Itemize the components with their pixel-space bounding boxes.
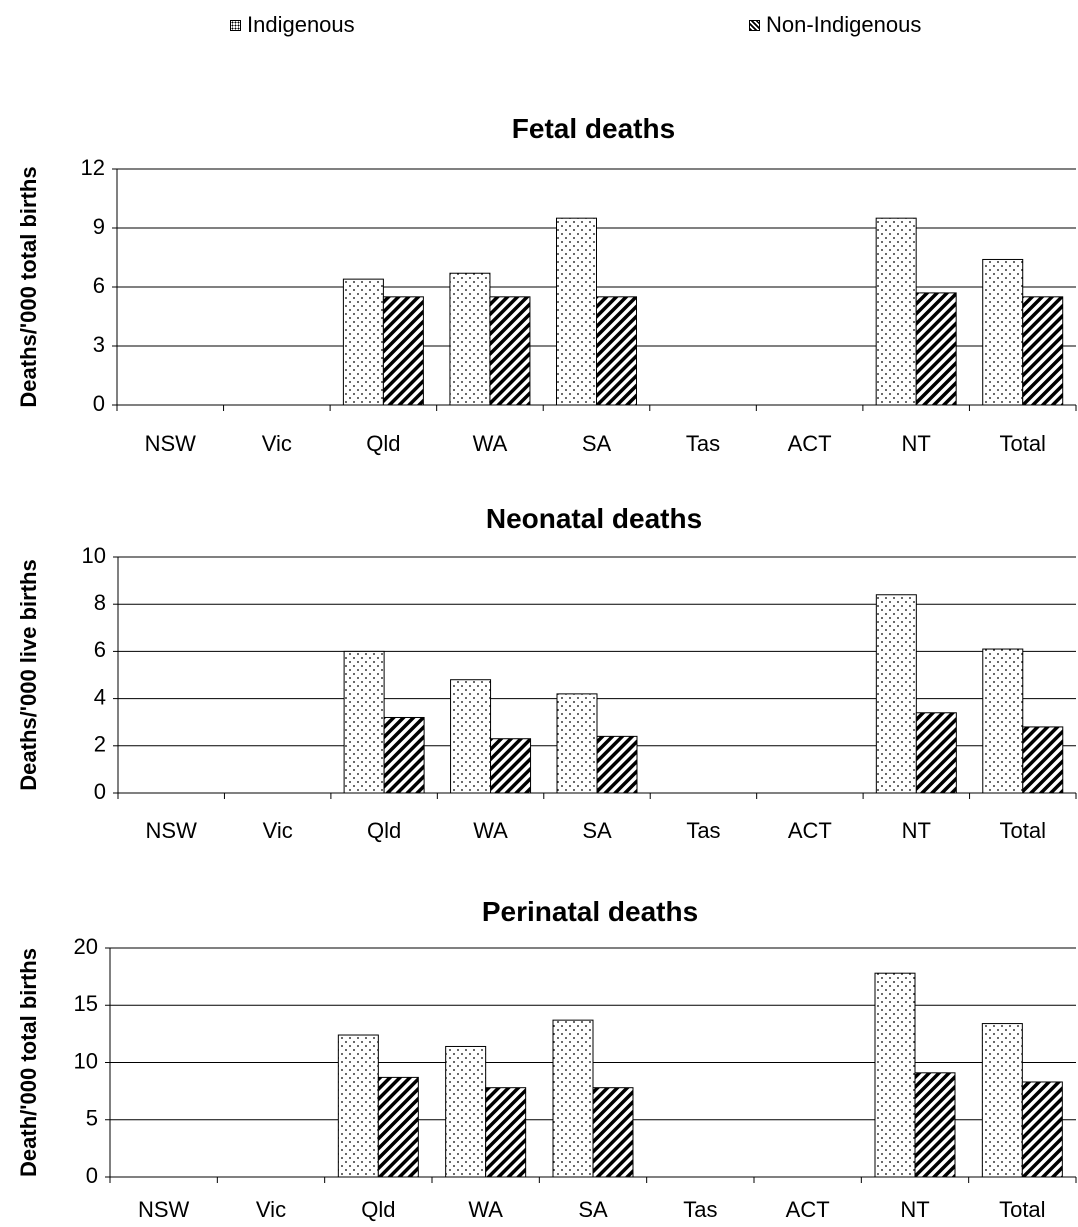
y-axis-label: Death/'000 total births bbox=[16, 948, 41, 1177]
bar-indigenous-qld bbox=[342, 278, 384, 406]
category-label: Vic bbox=[262, 431, 292, 456]
bar-non-indigenous-sa bbox=[592, 1087, 634, 1178]
category-label: ACT bbox=[788, 818, 832, 843]
bar-non-indigenous-qld bbox=[382, 296, 424, 406]
category-label: NSW bbox=[145, 431, 197, 456]
bar-indigenous-total bbox=[981, 1023, 1023, 1178]
bar-indigenous-qld bbox=[343, 650, 385, 794]
bar-indigenous-sa bbox=[552, 1019, 594, 1178]
bar-indigenous-total bbox=[982, 648, 1024, 794]
legend-swatch-dots bbox=[230, 19, 241, 31]
bar-non-indigenous-total bbox=[1021, 1081, 1063, 1178]
bar-indigenous-wa bbox=[450, 679, 492, 794]
category-label: ACT bbox=[786, 1197, 830, 1222]
y-tick-label: 15 bbox=[74, 991, 98, 1016]
chart-2: Perinatal deaths Death/'000 total births 0… bbox=[16, 896, 1077, 1222]
bar-indigenous-nt bbox=[875, 594, 917, 794]
category-label: NT bbox=[900, 1197, 929, 1222]
y-tick-label: 2 bbox=[94, 732, 106, 757]
chart-0: Fetal deaths Deaths/'000 total births 0 3 6 9… bbox=[16, 113, 1077, 456]
y-tick-label: 9 bbox=[93, 214, 105, 239]
y-tick-label: 4 bbox=[94, 684, 106, 709]
category-label: SA bbox=[582, 818, 612, 843]
legend-label: Non-Indigenous bbox=[766, 12, 922, 37]
category-label: Qld bbox=[366, 431, 400, 456]
bar-non-indigenous-total bbox=[1022, 726, 1064, 794]
category-label: NT bbox=[902, 818, 931, 843]
category-label: SA bbox=[578, 1197, 608, 1222]
y-tick-label: 3 bbox=[93, 332, 105, 357]
chart-title: Perinatal deaths bbox=[482, 896, 698, 927]
y-tick-label: 12 bbox=[81, 155, 105, 180]
y-tick-label: 10 bbox=[82, 543, 106, 568]
legend-item-indigenous: Indigenous bbox=[230, 12, 355, 38]
category-label: WA bbox=[473, 818, 508, 843]
chart-title: Fetal deaths bbox=[512, 113, 675, 144]
bar-indigenous-total bbox=[982, 258, 1024, 406]
category-label: Tas bbox=[683, 1197, 717, 1222]
chart-title: Neonatal deaths bbox=[486, 503, 702, 534]
bar-non-indigenous-wa bbox=[490, 738, 532, 794]
chart-1: Neonatal deaths Deaths/'000 live births 0 2… bbox=[16, 503, 1077, 843]
category-label: WA bbox=[468, 1197, 503, 1222]
legend-item-non-indigenous: Non-Indigenous bbox=[749, 12, 921, 38]
bar-non-indigenous-nt bbox=[915, 292, 957, 406]
category-label: Tas bbox=[686, 431, 720, 456]
category-label: NSW bbox=[138, 1197, 190, 1222]
y-tick-label: 6 bbox=[93, 273, 105, 298]
bar-non-indigenous-nt bbox=[915, 712, 957, 794]
bar-indigenous-nt bbox=[875, 217, 917, 406]
y-axis-label: Deaths/'000 live births bbox=[16, 559, 41, 790]
y-tick-label: 8 bbox=[94, 590, 106, 615]
bar-indigenous-wa bbox=[449, 272, 491, 406]
bar-non-indigenous-nt bbox=[914, 1072, 956, 1178]
bar-indigenous-wa bbox=[445, 1045, 487, 1178]
category-label: Total bbox=[1000, 818, 1046, 843]
category-label: NSW bbox=[146, 818, 198, 843]
bar-non-indigenous-qld bbox=[377, 1076, 419, 1178]
bar-indigenous-sa bbox=[556, 693, 598, 794]
bar-indigenous-nt bbox=[874, 972, 916, 1178]
bar-non-indigenous-wa bbox=[485, 1087, 527, 1178]
y-tick-label: 0 bbox=[86, 1163, 98, 1188]
category-label: NT bbox=[902, 431, 931, 456]
y-tick-label: 20 bbox=[74, 934, 98, 959]
y-tick-label: 6 bbox=[94, 637, 106, 662]
bar-non-indigenous-qld bbox=[383, 716, 425, 794]
category-label: Vic bbox=[263, 818, 293, 843]
category-label: Tas bbox=[686, 818, 720, 843]
y-axis-label: Deaths/'000 total births bbox=[16, 166, 41, 407]
bar-indigenous-qld bbox=[337, 1034, 379, 1178]
y-tick-label: 0 bbox=[94, 779, 106, 804]
y-tick-label: 10 bbox=[74, 1048, 98, 1073]
bar-non-indigenous-sa bbox=[596, 735, 638, 794]
legend-swatch-hatch bbox=[749, 19, 760, 31]
bar-non-indigenous-total bbox=[1022, 296, 1064, 406]
category-label: Total bbox=[999, 1197, 1045, 1222]
category-label: ACT bbox=[788, 431, 832, 456]
y-tick-label: 5 bbox=[86, 1106, 98, 1131]
category-label: Vic bbox=[256, 1197, 286, 1222]
category-label: Qld bbox=[361, 1197, 395, 1222]
legend: Indigenous Non-Indigenous bbox=[0, 0, 1078, 50]
bar-non-indigenous-sa bbox=[596, 296, 637, 406]
category-label: WA bbox=[473, 431, 508, 456]
bar-indigenous-sa bbox=[556, 217, 597, 406]
category-label: SA bbox=[582, 431, 612, 456]
bar-non-indigenous-wa bbox=[489, 296, 531, 406]
category-label: Total bbox=[999, 431, 1045, 456]
category-label: Qld bbox=[367, 818, 401, 843]
legend-label: Indigenous bbox=[247, 12, 355, 37]
y-tick-label: 0 bbox=[93, 391, 105, 416]
